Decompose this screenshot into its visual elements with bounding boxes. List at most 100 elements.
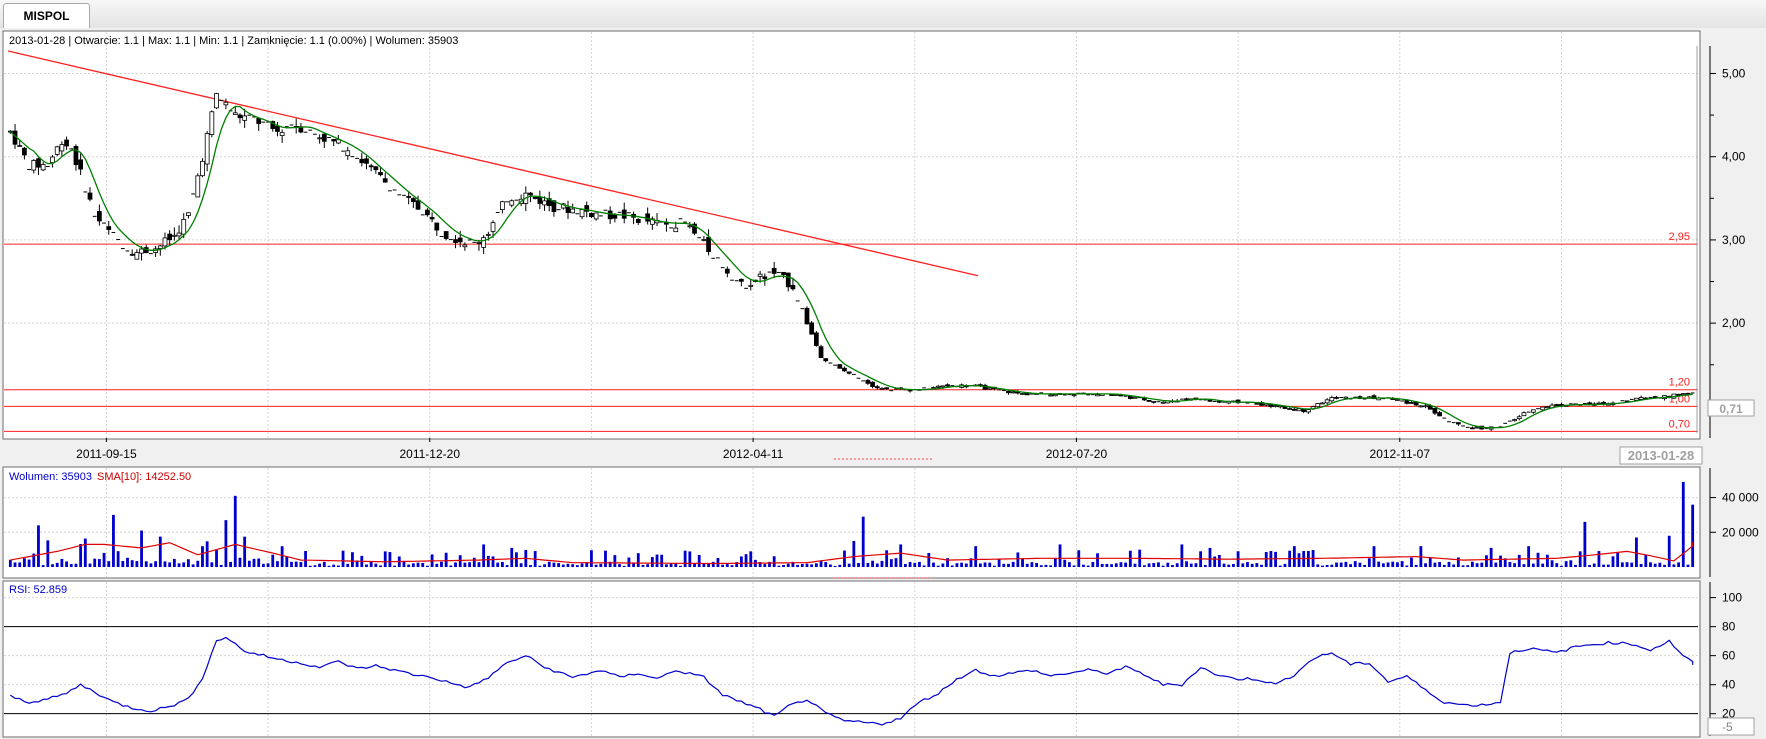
volume-bar [374,563,378,567]
tab-mispol[interactable]: MISPOL [3,3,90,29]
trendline[interactable] [7,50,979,277]
volume-bar [1035,562,1039,567]
candle-body [106,226,112,230]
volume-bar [810,564,814,567]
volume-bar [130,560,134,567]
volume-bar [107,561,111,567]
candle-body [1306,409,1311,413]
candle-body [317,137,322,140]
candle-body [139,248,144,254]
rsi-pane[interactable]: RSI: 52.859 100 80 60 40 20 -5 [2,580,1755,738]
volume-bar [1002,563,1006,567]
volume-bar [1053,558,1057,567]
volume-bar [1630,562,1634,567]
volume-bar [721,564,725,567]
y-tick-label: 60 [1722,649,1736,663]
candle-body [1010,391,1016,394]
volume-bar [1213,556,1217,567]
volume-bar [379,565,382,567]
volume-bar [116,551,120,567]
candle-body [1409,402,1414,404]
volume-bar [1241,563,1245,567]
volume-bar [618,564,621,567]
volume-bar [679,565,682,567]
candle-body [649,218,655,225]
volume-bar [875,563,879,567]
volume-bar [1339,562,1343,567]
volume-bar [1063,559,1067,567]
candle-body [1329,397,1335,402]
volume-bar [140,530,143,567]
candle-body [1052,394,1058,397]
candle-body [645,213,651,222]
candle-body [97,211,102,222]
stock-chart[interactable]: 2,951,201,000,70 2013-01-28 | Otwarcie: … [0,28,1766,739]
current-date-box [1619,446,1703,465]
volume-bar [1658,562,1662,567]
candle-body [593,212,599,220]
candle-body [1207,399,1213,402]
candle-body [1334,397,1339,399]
volume-bar [997,559,1001,567]
volume-bar [1321,565,1324,567]
candle-body [22,147,27,156]
volume-bar [1124,562,1128,567]
volume-bar [950,565,954,567]
candle-body [270,121,276,129]
candle-body [237,114,243,119]
candle-body [186,212,191,216]
candle-body [579,209,585,218]
volume-bar [1611,556,1615,567]
volume-bar [777,565,781,567]
volume-bar [55,562,59,567]
candle-body [242,115,248,121]
volume-bar [1513,563,1516,567]
volume-bar [693,563,696,567]
volume-bar [252,558,256,567]
volume-bar [402,561,406,567]
volume-bar [1691,504,1695,567]
price-pane[interactable]: 2,951,201,000,70 2013-01-28 | Otwarcie: … [2,30,1755,465]
volume-bar [594,564,598,567]
volume-bar [1114,563,1118,567]
volume-bar [37,525,40,567]
candle-body [635,218,641,223]
candle-body [1296,408,1302,412]
candle-body [359,158,365,164]
candle-body [509,200,515,206]
volume-pane[interactable]: Wolumen: 35903 SMA[10]: 14252.50 40 000 2… [2,466,1759,579]
y-tick-label: 20 [1722,707,1736,721]
volume-bar [1044,564,1048,567]
volume-bar [486,555,490,567]
volume-bar [1227,564,1231,567]
volume-bar [1550,560,1554,567]
volume-bar [1316,564,1320,567]
candle-body [846,371,852,374]
volume-bar [585,562,589,567]
volume-bar [407,564,411,567]
volume-bar [543,564,546,567]
volume-bar [1152,562,1156,567]
volume-bar [974,546,978,567]
volume-bar [27,559,31,567]
candle-body [1071,394,1077,397]
candle-body [373,166,379,171]
candle-body [982,384,988,390]
candle-body [584,205,590,212]
volume-bar [1442,564,1446,567]
volume-bar [1030,562,1034,567]
volume-bar [1185,561,1188,567]
volume-bar [1635,537,1638,567]
volume-bar [313,565,317,567]
volume-bar [233,495,237,567]
candle-body [1320,402,1325,405]
candle-body [528,192,533,196]
candle-body [607,210,613,220]
volume-bar [1508,561,1512,567]
volume-bar [1583,521,1587,567]
volume-bar [1110,564,1113,567]
volume-bar [557,563,561,567]
volume-bar [1597,551,1601,567]
candle-body [1418,405,1424,408]
volume-bar [1410,557,1413,567]
